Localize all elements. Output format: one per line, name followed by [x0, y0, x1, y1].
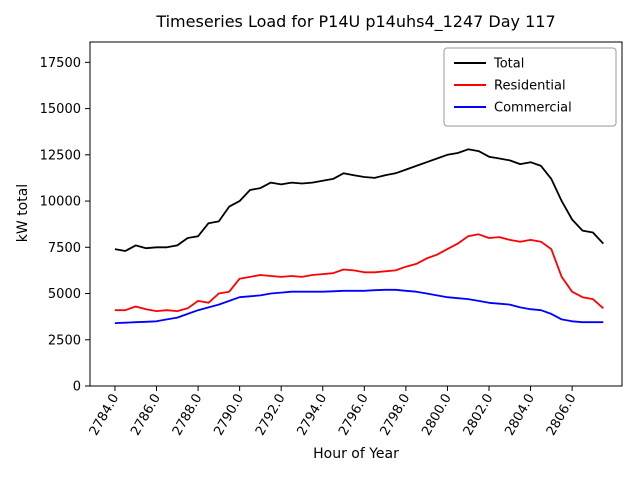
- legend-box: [443, 47, 617, 127]
- y-tick-label: 17500: [40, 56, 81, 71]
- x-tick-label: 2788.0: [170, 392, 206, 439]
- x-tick-label: 2804.0: [502, 392, 538, 439]
- x-tick-label: 2806.0: [544, 392, 580, 439]
- y-tick-label: 5000: [48, 287, 81, 302]
- series-line-commercial: [114, 288, 604, 324]
- y-tick-label: 10000: [40, 195, 81, 210]
- series-line-total: [114, 148, 604, 252]
- x-tick-label: 2792.0: [253, 392, 289, 439]
- x-axis-label: Hour of Year: [313, 446, 399, 462]
- x-tick-label: 2802.0: [461, 392, 497, 439]
- x-tick-label: 2800.0: [419, 392, 455, 439]
- plot-border: [89, 41, 623, 387]
- y-tick-label: 15000: [40, 102, 81, 117]
- legend-label-commercial: Commercial: [494, 101, 572, 116]
- x-tick-label: 2786.0: [128, 392, 164, 439]
- x-tick-label: 2784.0: [87, 392, 123, 439]
- y-tick-label: 7500: [48, 241, 81, 256]
- x-tick-label: 2798.0: [378, 392, 414, 439]
- x-tick-label: 2796.0: [336, 392, 372, 439]
- y-axis-label: kW total: [15, 183, 32, 243]
- chart-title: Timeseries Load for P14U p14uhs4_1247 Da…: [156, 12, 556, 31]
- x-tick-label: 2790.0: [211, 392, 247, 439]
- legend-label-total: Total: [493, 57, 524, 72]
- x-tick-label: 2794.0: [294, 392, 330, 439]
- y-tick-label: 12500: [40, 148, 81, 163]
- legend-label-residential: Residential: [494, 79, 566, 94]
- series-line-residential: [114, 233, 604, 313]
- y-tick-label: 2500: [48, 333, 81, 348]
- y-tick-label: 0: [73, 380, 81, 395]
